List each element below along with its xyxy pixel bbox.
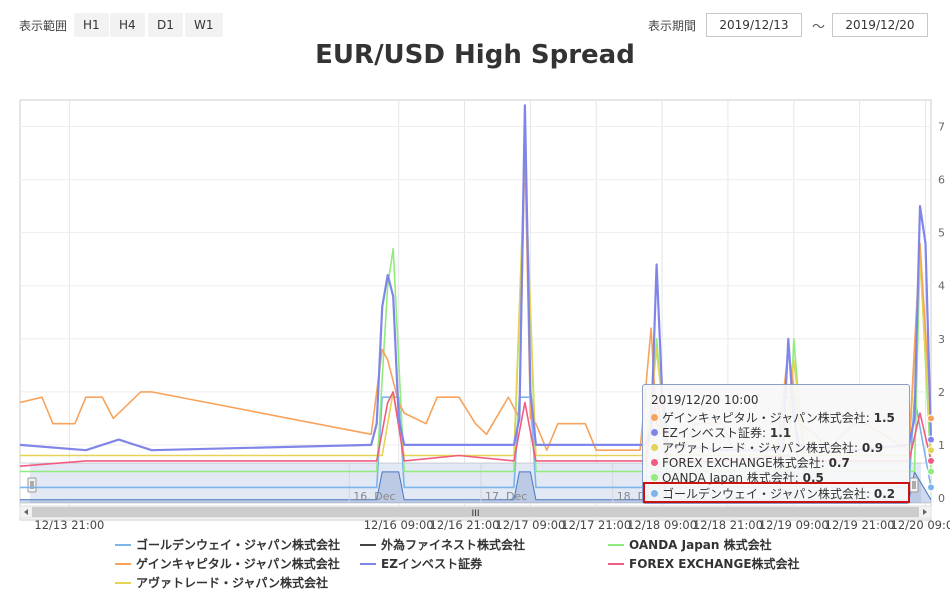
tooltip-value: 0.9 xyxy=(861,441,884,455)
tooltip-dot xyxy=(651,414,658,421)
tooltip-row: アヴァトレード・ジャパン株式会社: 0.9 xyxy=(651,439,883,456)
y-tick-label: 1 xyxy=(938,439,945,452)
plot-frame xyxy=(19,99,932,521)
tooltip: 2019/12/20 10:00 ゲインキャピタル・ジャパン株式会社: 1.5 … xyxy=(642,384,910,504)
tooltip-label: アヴァトレード・ジャパン株式会社: xyxy=(662,441,862,455)
hover-marker xyxy=(927,435,935,444)
tooltip-dot xyxy=(651,429,658,436)
tooltip-row: EZインベスト証券: 1.1 xyxy=(651,424,791,441)
range-button-w1[interactable]: W1 xyxy=(185,13,223,37)
tooltip-dot xyxy=(651,474,658,481)
navigator-handle-left[interactable] xyxy=(27,477,37,493)
tooltip-label: FOREX EXCHANGE株式会社: xyxy=(662,456,829,470)
legend-label: FOREX EXCHANGE株式会社 xyxy=(629,557,800,571)
tooltip-row: OANDA Japan 株式会社: 0.5 xyxy=(651,469,824,486)
y-tick-label: 5 xyxy=(938,227,945,240)
x-tick-label: 12/19 09:00 xyxy=(759,518,829,532)
x-tick-label: 12/17 21:00 xyxy=(561,518,631,532)
tooltip-dot xyxy=(651,444,658,451)
legend-item-oanda[interactable]: OANDA Japan 株式会社 xyxy=(608,536,772,553)
legend-swatch xyxy=(115,543,131,546)
navigator-handle-right[interactable] xyxy=(909,477,919,493)
legend-swatch xyxy=(115,581,131,584)
legend-label: 外為ファイネスト株式会社 xyxy=(381,538,526,552)
tooltip-dot xyxy=(651,459,658,466)
legend-item-gaitame-finest[interactable]: 外為ファイネスト株式会社 xyxy=(360,536,525,553)
start-date-input[interactable]: 2019/12/13 xyxy=(706,13,802,37)
tooltip-row: ゴールデンウェイ・ジャパン株式会社: 0.2 xyxy=(651,485,895,502)
legend-swatch xyxy=(115,562,131,565)
range-button-d1[interactable]: D1 xyxy=(148,13,183,37)
tooltip-label: OANDA Japan 株式会社: xyxy=(662,471,803,485)
chart-title: EUR/USD High Spread xyxy=(315,40,635,70)
y-tick-label: 4 xyxy=(938,280,945,293)
date-separator: 〜 xyxy=(812,20,826,35)
legend-item-avatrade[interactable]: アヴァトレード・ジャパン株式会社 xyxy=(115,574,328,591)
x-tick-label: 12/17 09:00 xyxy=(495,518,565,532)
tooltip-value: 1.5 xyxy=(873,411,895,425)
tooltip-value: 0.5 xyxy=(802,471,824,485)
tooltip-row: FOREX EXCHANGE株式会社: 0.7 xyxy=(651,454,850,471)
x-tick-label: 12/16 09:00 xyxy=(364,518,434,532)
hover-marker xyxy=(927,414,935,423)
y-tick-label: 6 xyxy=(938,174,945,187)
legend-label: ゴールデンウェイ・ジャパン株式会社 xyxy=(136,538,341,552)
range-button-h1[interactable]: H1 xyxy=(74,13,109,37)
tooltip-header: 2019/12/20 10:00 xyxy=(651,393,759,407)
toolbar: 表示範囲 H1 H4 D1 W1 表示期間 2019/12/13 〜 2019/… xyxy=(0,0,950,44)
x-tick-label: 12/18 21:00 xyxy=(693,518,763,532)
x-tick-label: 12/18 09:00 xyxy=(627,518,697,532)
y-tick-label: 0 xyxy=(938,492,945,505)
end-date-input[interactable]: 2019/12/20 xyxy=(832,13,928,37)
tooltip-dot xyxy=(651,490,658,497)
tooltip-label: ゴールデンウェイ・ジャパン株式会社: xyxy=(662,487,874,501)
scroll-left-arrow[interactable] xyxy=(24,509,28,515)
range-button-h4[interactable]: H4 xyxy=(110,13,145,37)
hover-marker xyxy=(927,456,935,465)
navigator-label: 16. Dec xyxy=(353,490,395,503)
legend-label: ゲインキャピタル・ジャパン株式会社 xyxy=(136,557,340,571)
legend-item-forex-exchange[interactable]: FOREX EXCHANGE株式会社 xyxy=(608,555,800,572)
tooltip-row: ゲインキャピタル・ジャパン株式会社: 1.5 xyxy=(651,409,895,426)
legend-swatch xyxy=(608,543,624,546)
legend: ゴールデンウェイ・ジャパン株式会社 外為ファイネスト株式会社 OANDA Jap… xyxy=(0,536,950,596)
y-axis: 0 1 2 3 4 5 6 7 xyxy=(938,121,945,505)
x-tick-label: 12/20 09:00 xyxy=(891,518,950,532)
legend-swatch xyxy=(360,562,376,565)
y-tick-label: 2 xyxy=(938,386,945,399)
tooltip-value: 1.1 xyxy=(769,426,792,440)
hover-marker xyxy=(927,446,935,455)
range-label: 表示範囲 xyxy=(19,19,68,33)
legend-swatch xyxy=(608,562,624,565)
scrollbar[interactable]: III xyxy=(19,505,932,519)
y-tick-label: 3 xyxy=(938,333,945,346)
scrollbar-thumb[interactable] xyxy=(32,507,919,517)
legend-label: アヴァトレード・ジャパン株式会社 xyxy=(136,576,329,590)
tooltip-highlight-box xyxy=(643,482,910,503)
tooltip-label: EZインベスト証券: xyxy=(662,426,770,440)
x-tick-label: 12/19 21:00 xyxy=(825,518,895,532)
legend-swatch xyxy=(360,543,376,546)
x-tick-label: 12/16 21:00 xyxy=(430,518,500,532)
x-tick-label: 12/13 21:00 xyxy=(34,518,104,532)
scroll-right-arrow[interactable] xyxy=(923,509,927,515)
legend-label: EZインベスト証券 xyxy=(381,557,483,571)
legend-item-goldenway[interactable]: ゴールデンウェイ・ジャパン株式会社 xyxy=(115,536,340,553)
y-tick-label: 7 xyxy=(938,121,945,134)
navigator-label: 17. Dec xyxy=(485,490,527,503)
tooltip-label: ゲインキャピタル・ジャパン株式会社: xyxy=(662,411,874,425)
period-label: 表示期間 xyxy=(648,19,697,33)
legend-item-ezinvest[interactable]: EZインベスト証券 xyxy=(360,555,482,572)
hover-marker xyxy=(927,467,935,476)
tooltip-value: 0.2 xyxy=(873,487,896,501)
legend-label: OANDA Japan 株式会社 xyxy=(629,538,772,552)
legend-item-gaincapital[interactable]: ゲインキャピタル・ジャパン株式会社 xyxy=(115,555,340,572)
scrollbar-grip: III xyxy=(472,509,480,519)
tooltip-value: 0.7 xyxy=(828,456,850,470)
hover-marker xyxy=(927,483,935,492)
